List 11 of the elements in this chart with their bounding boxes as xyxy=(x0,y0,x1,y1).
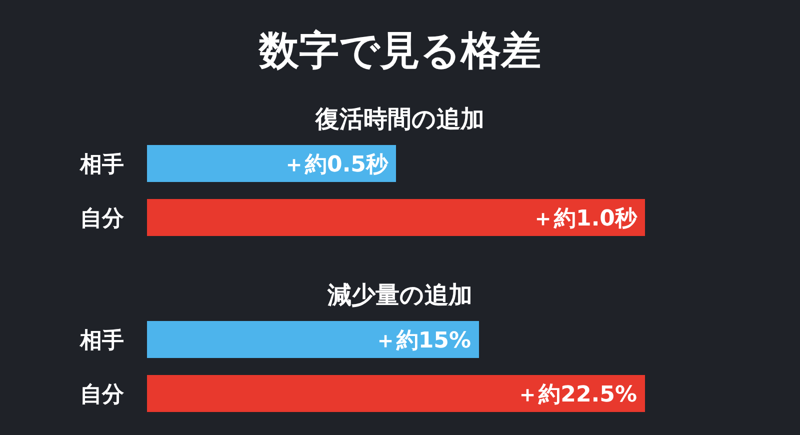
data-label: ＋約15% xyxy=(374,328,471,354)
chart-subtitle: 復活時間の追加 xyxy=(314,105,484,133)
y-tick-label: 相手 xyxy=(79,328,124,354)
y-tick-label: 自分 xyxy=(80,382,125,408)
data-label: ＋約1.0秒 xyxy=(532,206,638,232)
y-tick-label: 相手 xyxy=(79,152,124,178)
chart-subtitle: 減少量の追加 xyxy=(326,281,472,309)
y-tick-label: 自分 xyxy=(80,206,125,232)
data-label: ＋約0.5秒 xyxy=(283,152,389,178)
data-label: ＋約22.5% xyxy=(516,382,637,408)
chart-title: 数字で見る格差 xyxy=(258,28,541,74)
